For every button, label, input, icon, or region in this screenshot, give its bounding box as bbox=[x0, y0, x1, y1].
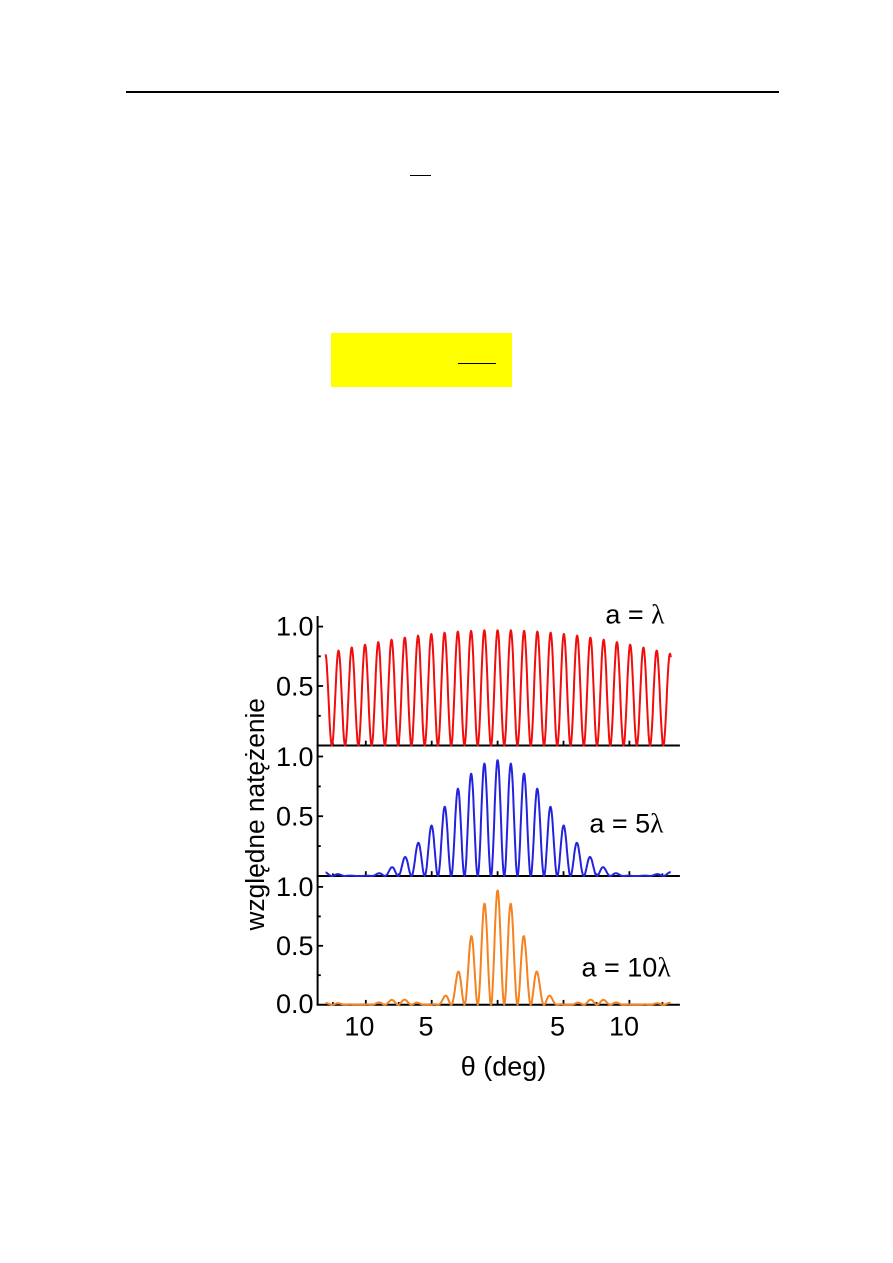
svg-text:θ (deg): θ (deg) bbox=[461, 1051, 547, 1081]
svg-text:10: 10 bbox=[344, 1012, 374, 1042]
svg-text:0.5: 0.5 bbox=[276, 671, 314, 701]
svg-text:0.5: 0.5 bbox=[276, 931, 314, 961]
svg-text:5: 5 bbox=[550, 1012, 565, 1042]
svg-text:0.5: 0.5 bbox=[276, 802, 314, 832]
svg-text:5: 5 bbox=[418, 1012, 433, 1042]
svg-text:a = 5λ: a = 5λ bbox=[589, 807, 664, 838]
svg-text:1.0: 1.0 bbox=[276, 742, 314, 772]
svg-text:a = λ: a = λ bbox=[605, 599, 665, 630]
svg-text:1.0: 1.0 bbox=[276, 872, 314, 902]
svg-text:względne natężenie: względne natężenie bbox=[240, 698, 270, 931]
svg-text:10: 10 bbox=[609, 1012, 639, 1042]
svg-text:0.0: 0.0 bbox=[276, 989, 314, 1019]
svg-text:1.0: 1.0 bbox=[276, 611, 314, 641]
svg-text:a = 10λ: a = 10λ bbox=[582, 951, 672, 982]
